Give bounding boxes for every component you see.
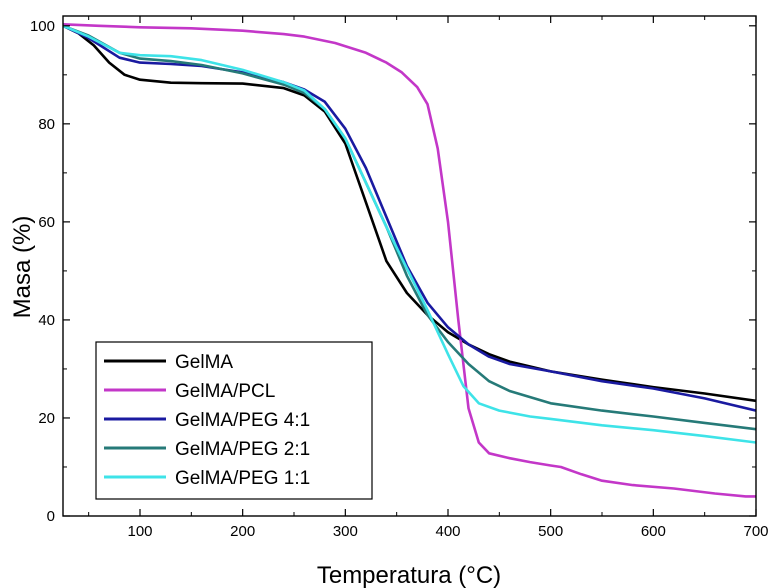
plot-area — [63, 23, 756, 498]
y-tick-label: 100 — [30, 18, 55, 35]
x-tick-label: 300 — [333, 523, 358, 540]
legend-label-3: GelMA/PEG 4:1 — [175, 410, 310, 431]
legend-label-4: GelMA/PEG 2:1 — [175, 439, 310, 460]
legend-label-2: GelMA/PCL — [175, 381, 275, 402]
legend-label-1: GelMA — [175, 352, 233, 373]
series-line-3 — [63, 24, 756, 412]
x-tick-label: 200 — [230, 523, 255, 540]
y-tick-label: 80 — [38, 116, 55, 133]
y-tick-label: 40 — [38, 312, 55, 329]
plot-frame — [62, 15, 757, 517]
x-tick-label: 700 — [743, 523, 768, 540]
series-group — [63, 23, 756, 498]
series-line-5 — [63, 24, 756, 444]
x-axis-title: Temperatura (°C) — [317, 562, 501, 588]
y-axis-title: Masa (%) — [9, 216, 36, 319]
axes: 100 200 300 400 500 600 700 0 20 40 60 80 100 — [30, 15, 769, 540]
x-tick-label: 500 — [538, 523, 563, 540]
x-tick-label: 100 — [127, 523, 152, 540]
legend: GelMA GelMA/PCL GelMA/PEG 4:1 GelMA/PEG 2:1… — [95, 341, 373, 500]
series-line-2 — [63, 23, 756, 498]
x-tick-label: 400 — [435, 523, 460, 540]
x-tick-label: 600 — [641, 523, 666, 540]
legend-label-5: GelMA/PEG 1:1 — [175, 468, 310, 489]
y-tick-label: 60 — [38, 214, 55, 231]
y-tick-label: 0 — [47, 508, 55, 525]
y-tick-label: 20 — [38, 410, 55, 427]
